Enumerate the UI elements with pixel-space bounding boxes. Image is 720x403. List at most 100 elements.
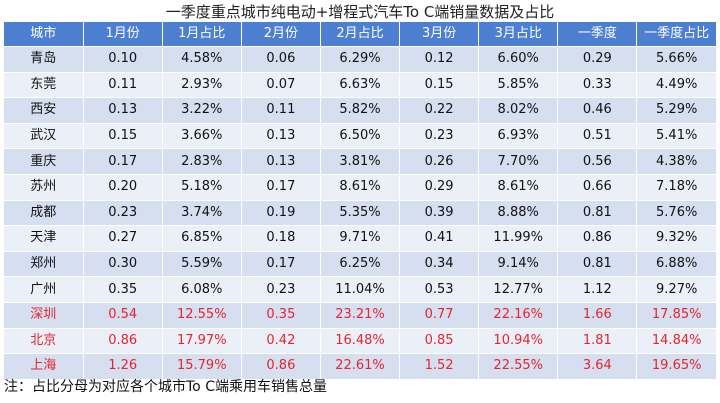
sales-table: 城市 1月份 1月占比 2月份 2月占比 3月份 3月占比 一季度 一季度占比 青岛 0.10 4.… bbox=[4, 22, 716, 379]
value-cell: 17.85% bbox=[636, 301, 716, 329]
value-cell: 0.12 bbox=[399, 46, 480, 73]
value-cell: 0.17 bbox=[83, 148, 163, 175]
value-cell: 3.74% bbox=[162, 199, 242, 226]
value-cell: 2.93% bbox=[162, 71, 242, 98]
value-cell: 0.11 bbox=[241, 97, 321, 124]
value-cell: 0.86 bbox=[83, 327, 163, 354]
value-cell: 0.86 bbox=[241, 353, 321, 379]
city-cell: 武汉 bbox=[4, 122, 84, 149]
value-cell: 1.12 bbox=[557, 276, 638, 303]
value-cell: 8.61% bbox=[320, 173, 401, 201]
value-cell: 7.70% bbox=[478, 148, 559, 175]
value-cell: 6.85% bbox=[162, 225, 242, 252]
table-row: 重庆 0.17 2.83% 0.13 3.81% 0.26 7.70% 0.56 4.38% bbox=[4, 148, 716, 175]
value-cell: 6.93% bbox=[478, 122, 559, 149]
value-cell: 5.29% bbox=[636, 97, 716, 124]
city-cell: 郑州 bbox=[4, 250, 84, 277]
value-cell: 0.42 bbox=[241, 327, 321, 354]
value-cell: 22.55% bbox=[478, 353, 559, 379]
table-row: 苏州 0.20 5.18% 0.17 8.61% 0.29 8.61% 0.66 7.18% bbox=[4, 173, 716, 201]
value-cell: 0.41 bbox=[399, 225, 480, 252]
city-cell: 深圳 bbox=[4, 301, 84, 329]
column-header: 1月份 bbox=[83, 22, 163, 47]
value-cell: 4.49% bbox=[636, 71, 716, 98]
value-cell: 0.20 bbox=[83, 173, 163, 201]
value-cell: 12.77% bbox=[478, 276, 559, 303]
value-cell: 4.38% bbox=[636, 148, 716, 175]
value-cell: 5.85% bbox=[478, 71, 559, 98]
city-cell: 重庆 bbox=[4, 148, 84, 175]
city-cell: 苏州 bbox=[4, 173, 84, 201]
value-cell: 0.11 bbox=[83, 71, 163, 98]
column-header: 3月占比 bbox=[478, 22, 559, 47]
value-cell: 8.88% bbox=[478, 199, 559, 226]
value-cell: 0.30 bbox=[83, 250, 163, 277]
value-cell: 6.08% bbox=[162, 276, 242, 303]
table-row: 郑州 0.30 5.59% 0.17 6.25% 0.34 9.14% 0.81 6.88% bbox=[4, 250, 716, 277]
value-cell: 8.02% bbox=[478, 97, 559, 124]
value-cell: 3.81% bbox=[320, 148, 401, 175]
value-cell: 0.85 bbox=[399, 327, 480, 354]
value-cell: 1.66 bbox=[557, 301, 638, 329]
value-cell: 0.19 bbox=[241, 199, 321, 226]
city-cell: 广州 bbox=[4, 276, 84, 303]
column-header: 3月份 bbox=[399, 22, 480, 47]
value-cell: 0.35 bbox=[83, 276, 163, 303]
value-cell: 0.17 bbox=[241, 250, 321, 277]
table-row: 天津 0.27 6.85% 0.18 9.71% 0.41 11.99% 0.86 9.32% bbox=[4, 225, 716, 252]
value-cell: 17.97% bbox=[162, 327, 242, 354]
value-cell: 0.86 bbox=[557, 225, 638, 252]
table-row: 广州 0.35 6.08% 0.23 11.04% 0.53 12.77% 1.12 9.27% bbox=[4, 276, 716, 303]
value-cell: 0.81 bbox=[557, 199, 638, 226]
value-cell: 0.54 bbox=[83, 301, 163, 329]
value-cell: 0.39 bbox=[399, 199, 480, 226]
value-cell: 5.41% bbox=[636, 122, 716, 149]
value-cell: 0.22 bbox=[399, 97, 480, 124]
value-cell: 0.33 bbox=[557, 71, 638, 98]
value-cell: 0.51 bbox=[557, 122, 638, 149]
value-cell: 0.06 bbox=[241, 46, 321, 73]
table-row: 东莞 0.11 2.93% 0.07 6.63% 0.15 5.85% 0.33 4.49% bbox=[4, 71, 716, 98]
value-cell: 5.76% bbox=[636, 199, 716, 226]
value-cell: 16.48% bbox=[320, 327, 401, 354]
value-cell: 6.29% bbox=[320, 46, 401, 73]
value-cell: 0.29 bbox=[399, 173, 480, 201]
value-cell: 0.23 bbox=[399, 122, 480, 149]
table-row: 北京 0.86 17.97% 0.42 16.48% 0.85 10.94% 1.81 14.8… bbox=[4, 327, 716, 354]
city-cell: 青岛 bbox=[4, 46, 84, 73]
value-cell: 8.61% bbox=[478, 173, 559, 201]
city-cell: 东莞 bbox=[4, 71, 84, 98]
value-cell: 9.27% bbox=[636, 276, 716, 303]
value-cell: 1.52 bbox=[399, 353, 480, 379]
value-cell: 15.79% bbox=[162, 353, 242, 379]
value-cell: 5.66% bbox=[636, 46, 716, 73]
value-cell: 14.84% bbox=[636, 327, 716, 354]
table-row: 西安 0.13 3.22% 0.11 5.82% 0.22 8.02% 0.46 5.29% bbox=[4, 97, 716, 124]
city-cell: 成都 bbox=[4, 199, 84, 226]
value-cell: 22.16% bbox=[478, 301, 559, 329]
value-cell: 0.18 bbox=[241, 225, 321, 252]
value-cell: 0.29 bbox=[557, 46, 638, 73]
value-cell: 0.23 bbox=[241, 276, 321, 303]
value-cell: 1.81 bbox=[557, 327, 638, 354]
table-row: 深圳 0.54 12.55% 0.35 23.21% 0.77 22.16% 1.66 17.8… bbox=[4, 301, 716, 329]
city-cell: 天津 bbox=[4, 225, 84, 252]
value-cell: 23.21% bbox=[320, 301, 401, 329]
table-row: 青岛 0.10 4.58% 0.06 6.29% 0.12 6.60% 0.29 5.66% bbox=[4, 46, 716, 73]
value-cell: 3.66% bbox=[162, 122, 242, 149]
value-cell: 5.82% bbox=[320, 97, 401, 124]
value-cell: 3.64 bbox=[557, 353, 638, 379]
footnote: 注：占比分母为对应各个城市To C端乘用车销售总量 bbox=[4, 379, 327, 395]
value-cell: 4.58% bbox=[162, 46, 242, 73]
value-cell: 0.27 bbox=[83, 225, 163, 252]
value-cell: 9.14% bbox=[478, 250, 559, 277]
column-header: 2月份 bbox=[241, 22, 321, 47]
value-cell: 0.23 bbox=[83, 199, 163, 226]
value-cell: 6.25% bbox=[320, 250, 401, 277]
value-cell: 19.65% bbox=[636, 353, 716, 379]
table-row: 上海 1.26 15.79% 0.86 22.61% 1.52 22.55% 3.64 19.6… bbox=[4, 353, 716, 379]
city-cell: 西安 bbox=[4, 97, 84, 124]
value-cell: 0.13 bbox=[83, 97, 163, 124]
value-cell: 0.07 bbox=[241, 71, 321, 98]
value-cell: 5.59% bbox=[162, 250, 242, 277]
